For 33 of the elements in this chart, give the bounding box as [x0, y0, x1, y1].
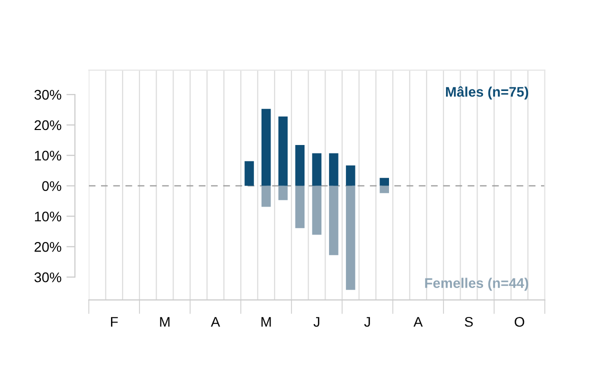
bar — [261, 108, 271, 186]
bar — [295, 145, 305, 186]
text: Mâles (n=75) — [446, 86, 528, 100]
bar — [329, 153, 338, 186]
x-tick-label: M — [261, 317, 271, 327]
x-tick-label: J — [314, 317, 320, 327]
text: Femelles (n=44) — [425, 278, 528, 291]
bar — [244, 161, 254, 186]
y-tick-label: 20% — [34, 120, 62, 130]
x-tick-label: S — [464, 316, 473, 327]
x-tick-label: J — [364, 317, 370, 327]
bar — [346, 165, 356, 186]
bar — [312, 153, 322, 186]
bar — [380, 178, 389, 186]
bar — [278, 186, 288, 200]
bar — [261, 186, 271, 207]
bar — [312, 186, 322, 235]
x-tick-label: A — [210, 317, 220, 327]
y-tick-label: 20% — [34, 242, 62, 252]
y-tick-label: 0% — [42, 181, 62, 191]
y-tick-label: 30% — [34, 90, 62, 100]
x-tick-label: M — [160, 317, 170, 327]
bar — [295, 186, 305, 228]
bar — [278, 116, 288, 186]
y-tick-label: 10% — [34, 212, 62, 222]
bar — [329, 186, 338, 256]
y-tick-label: 10% — [34, 150, 62, 161]
x-tick-label: A — [414, 317, 423, 327]
bar — [380, 186, 389, 194]
y-tick-label: 30% — [34, 272, 62, 282]
bar — [346, 186, 356, 290]
x-tick-label: F — [111, 317, 118, 327]
x-tick-label: O — [514, 316, 524, 327]
